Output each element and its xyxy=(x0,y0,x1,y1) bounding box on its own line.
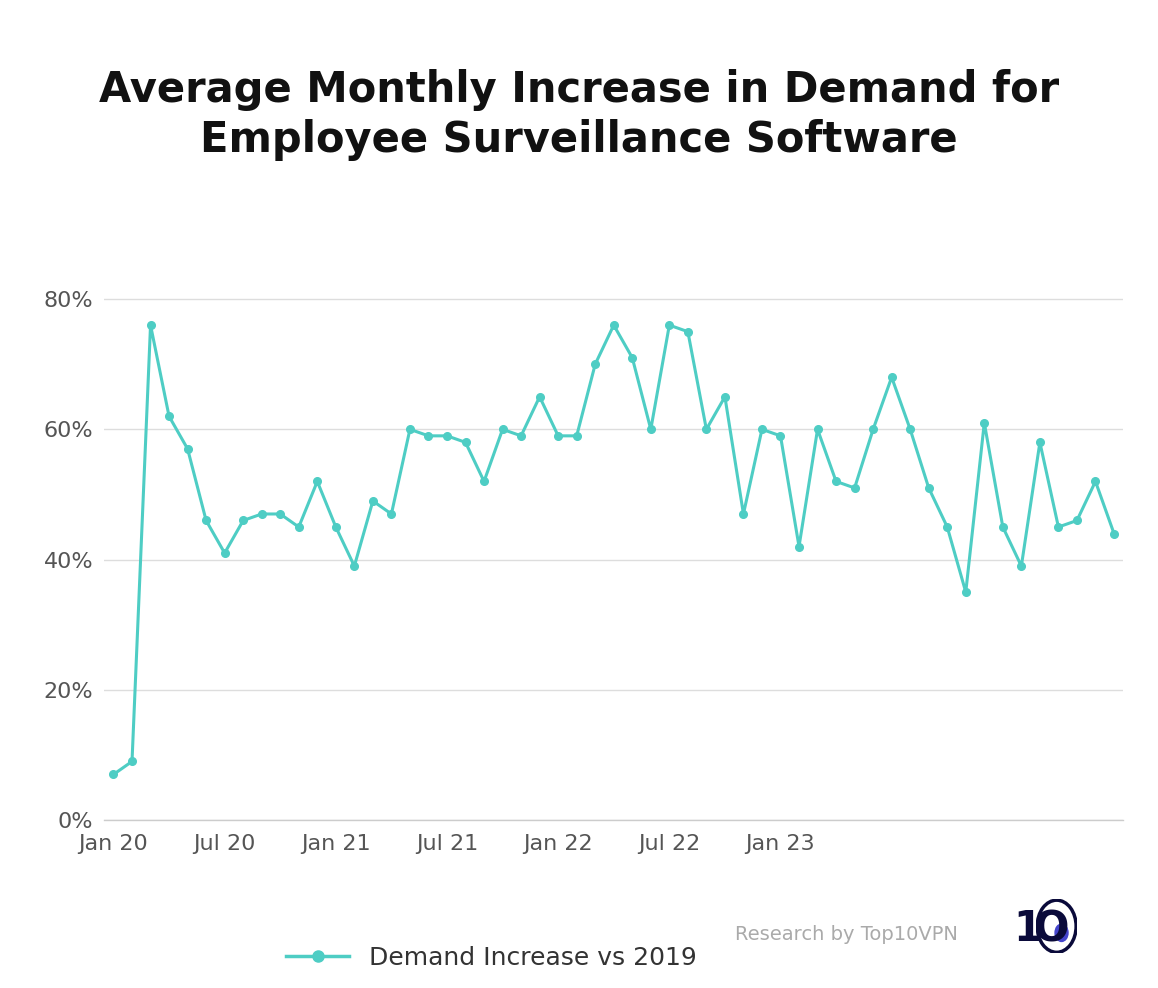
Legend: Demand Increase vs 2019: Demand Increase vs 2019 xyxy=(277,936,706,980)
Text: Research by Top10VPN: Research by Top10VPN xyxy=(735,925,958,944)
Text: 1: 1 xyxy=(1013,908,1042,950)
Text: O: O xyxy=(1034,908,1070,950)
Circle shape xyxy=(1055,924,1068,942)
Text: Average Monthly Increase in Demand for
Employee Surveillance Software: Average Monthly Increase in Demand for E… xyxy=(98,69,1060,161)
